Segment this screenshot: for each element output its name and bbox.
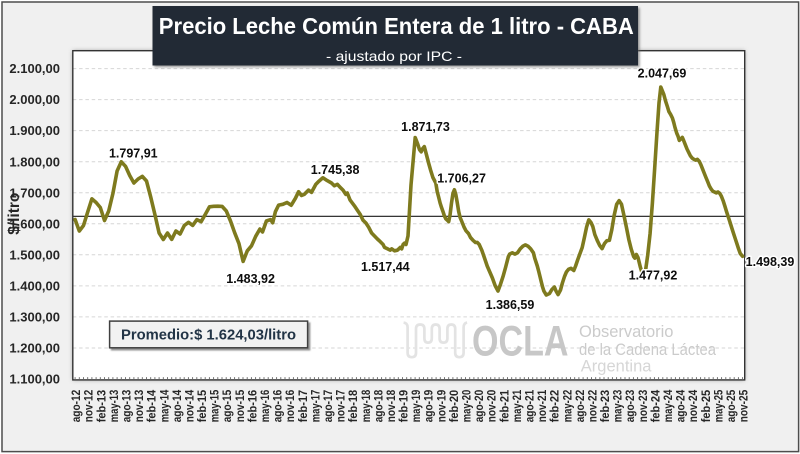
svg-text:may-22: may-22 [562, 390, 574, 423]
svg-text:ago-24: ago-24 [676, 389, 688, 422]
svg-text:ago-18: ago-18 [373, 389, 385, 422]
svg-text:de la Cadena Láctea: de la Cadena Láctea [579, 341, 717, 359]
svg-text:ago-17: ago-17 [323, 390, 335, 423]
svg-text:nov-23: nov-23 [638, 390, 650, 423]
svg-text:ago-15: ago-15 [222, 389, 234, 422]
svg-text:1.100,00: 1.100,00 [9, 372, 60, 387]
svg-text:ago-22: ago-22 [575, 390, 587, 423]
svg-text:nov-13: nov-13 [134, 390, 146, 423]
svg-text:may-19: may-19 [411, 390, 423, 423]
svg-text:1.200,00: 1.200,00 [9, 341, 60, 356]
svg-text:- ajustado por IPC -: - ajustado por IPC - [326, 48, 462, 64]
svg-text:1.300,00: 1.300,00 [9, 310, 60, 325]
svg-text:ago-20: ago-20 [474, 390, 486, 423]
svg-text:feb-22: feb-22 [550, 390, 562, 423]
svg-text:nov-16: nov-16 [285, 390, 297, 423]
svg-text:ago-23: ago-23 [625, 390, 637, 423]
svg-text:feb-23: feb-23 [600, 390, 612, 423]
svg-text:nov-25: nov-25 [739, 389, 751, 422]
svg-text:feb-25: feb-25 [701, 389, 713, 422]
svg-text:ago-14: ago-14 [172, 389, 184, 422]
svg-text:may-17: may-17 [310, 390, 322, 423]
svg-text:may-13: may-13 [109, 390, 121, 423]
svg-text:1.400,00: 1.400,00 [9, 279, 60, 294]
svg-text:feb-14: feb-14 [147, 389, 159, 422]
svg-text:ago-13: ago-13 [122, 390, 134, 423]
svg-text:nov-15: nov-15 [235, 389, 247, 422]
svg-text:nov-20: nov-20 [487, 390, 499, 423]
svg-text:2.047,69: 2.047,69 [638, 67, 687, 81]
svg-text:ago-19: ago-19 [424, 390, 436, 423]
svg-text:feb-15: feb-15 [197, 389, 209, 422]
svg-text:ago-12: ago-12 [71, 390, 83, 423]
svg-text:nov-24: nov-24 [688, 389, 700, 422]
svg-text:feb-20: feb-20 [449, 390, 461, 423]
svg-text:Precio Leche Común Entera de 1: Precio Leche Común Entera de 1 litro - C… [159, 13, 634, 39]
svg-text:OCLA: OCLA [472, 317, 569, 365]
svg-text:ago-16: ago-16 [273, 390, 285, 423]
svg-text:1.500,00: 1.500,00 [9, 247, 60, 262]
svg-text:may-16: may-16 [260, 390, 272, 423]
svg-text:may-14: may-14 [159, 389, 171, 422]
svg-text:may-21: may-21 [512, 389, 524, 422]
svg-text:feb-19: feb-19 [399, 390, 411, 423]
svg-text:nov-12: nov-12 [84, 390, 96, 423]
svg-text:Promedio:$ 1.624,03/litro: Promedio:$ 1.624,03/litro [121, 327, 296, 344]
svg-text:may-24: may-24 [663, 389, 675, 422]
svg-text:feb-17: feb-17 [298, 390, 310, 423]
svg-text:1.517,44: 1.517,44 [361, 260, 410, 274]
svg-text:2.000,00: 2.000,00 [9, 92, 60, 107]
svg-text:may-18: may-18 [361, 389, 373, 422]
svg-text:1.498,39: 1.498,39 [746, 255, 795, 269]
svg-text:feb-16: feb-16 [247, 390, 259, 423]
svg-text:ago-25: ago-25 [726, 389, 738, 422]
svg-text:nov-19: nov-19 [436, 390, 448, 423]
svg-text:1.800,00: 1.800,00 [9, 154, 60, 169]
svg-text:may-25: may-25 [713, 389, 725, 422]
svg-text:may-23: may-23 [613, 390, 625, 423]
svg-text:may-15: may-15 [210, 389, 222, 422]
svg-text:1.700,00: 1.700,00 [9, 185, 60, 200]
svg-text:nov-17: nov-17 [336, 390, 348, 423]
svg-text:Observatorio: Observatorio [579, 323, 673, 341]
svg-text:$/litro: $/litro [6, 193, 23, 235]
svg-text:nov-22: nov-22 [588, 390, 600, 423]
svg-text:nov-21: nov-21 [537, 389, 549, 422]
svg-text:feb-13: feb-13 [96, 390, 108, 423]
svg-text:nov-14: nov-14 [184, 389, 196, 422]
svg-text:1.706,27: 1.706,27 [437, 172, 486, 186]
svg-text:feb-24: feb-24 [650, 389, 662, 422]
svg-text:2.100,00: 2.100,00 [9, 61, 60, 76]
svg-text:1.797,91: 1.797,91 [109, 147, 158, 161]
svg-text:1.477,92: 1.477,92 [629, 269, 678, 283]
svg-text:1.600,00: 1.600,00 [9, 216, 60, 231]
svg-text:may-20: may-20 [462, 390, 474, 423]
svg-text:Argentina: Argentina [581, 357, 652, 375]
svg-text:1.483,92: 1.483,92 [226, 272, 275, 286]
svg-text:1.386,59: 1.386,59 [486, 298, 535, 312]
svg-text:nov-18: nov-18 [386, 389, 398, 422]
svg-text:1.745,38: 1.745,38 [311, 163, 360, 177]
svg-text:1.871,73: 1.871,73 [401, 120, 450, 134]
svg-text:1.900,00: 1.900,00 [9, 123, 60, 138]
svg-text:feb-18: feb-18 [348, 389, 360, 422]
svg-text:ago-21: ago-21 [525, 389, 537, 422]
svg-text:feb-21: feb-21 [499, 389, 511, 422]
